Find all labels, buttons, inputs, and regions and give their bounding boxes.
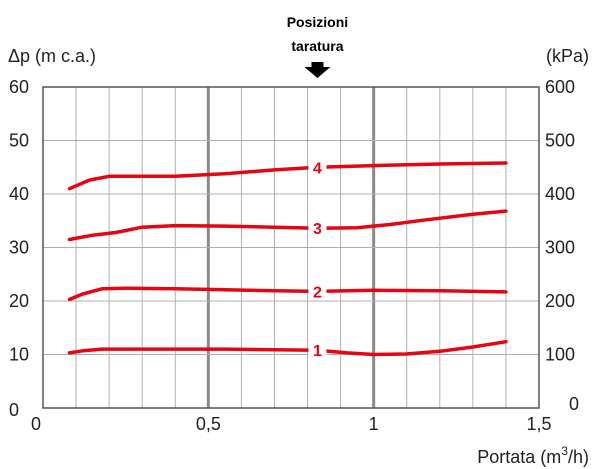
curve-label-background <box>308 158 327 177</box>
curve-label-1: 1 <box>313 343 322 360</box>
y-left-tick-label: 50 <box>9 131 29 151</box>
curve-label-3: 3 <box>313 221 322 238</box>
y-right-tick-label: 300 <box>545 238 575 258</box>
y-right-tick-label: 200 <box>545 291 575 311</box>
curve-label-4: 4 <box>313 160 322 177</box>
y-left-tick-label: 10 <box>9 345 29 365</box>
y-right-tick-label: 100 <box>545 345 575 365</box>
x-axis-label-end: /h) <box>568 447 589 467</box>
y-right-tick-label: 600 <box>545 77 575 97</box>
x-tick-label: 1 <box>369 414 379 434</box>
y-right-tick-label: 500 <box>545 131 575 151</box>
y-right-tick-label: 0 <box>569 394 579 414</box>
annotation-line-2: taratura <box>291 38 343 54</box>
x-axis-label-superscript: 3 <box>561 444 568 458</box>
y-axis-left-label: Δp (m c.a.) <box>8 46 96 66</box>
y-left-tick-label: 60 <box>9 77 29 97</box>
curve-2 <box>67 286 508 302</box>
y-left-tick-label: 30 <box>9 238 29 258</box>
y-axis-right-label: (kPa) <box>546 46 589 66</box>
grid <box>43 87 539 408</box>
annotation-line-1: Posizioni <box>287 14 348 30</box>
y-left-tick-label: 20 <box>9 291 29 311</box>
x-tick-label: 1,5 <box>526 414 551 434</box>
curve-3 <box>67 209 508 242</box>
curve-label-2: 2 <box>313 284 322 301</box>
curve-4 <box>67 161 508 191</box>
y-right-tick-label: 400 <box>545 184 575 204</box>
x-tick-label: 0,5 <box>196 414 221 434</box>
curve-label-background <box>308 282 327 301</box>
x-tick-label: 0 <box>31 414 41 434</box>
y-left-tick-label: 0 <box>9 400 19 420</box>
x-axis-label-main: Portata (m <box>477 447 561 467</box>
y-left-tick-label: 40 <box>9 184 29 204</box>
curve-1 <box>67 339 508 357</box>
calibration-arrow-icon <box>304 62 331 78</box>
plot-frame <box>42 86 540 409</box>
curve-label-background <box>308 219 327 238</box>
curve-label-background <box>308 341 327 360</box>
curves: 1 2 3 4 <box>67 158 508 360</box>
x-axis-label: Portata (m3/h) <box>477 444 589 467</box>
